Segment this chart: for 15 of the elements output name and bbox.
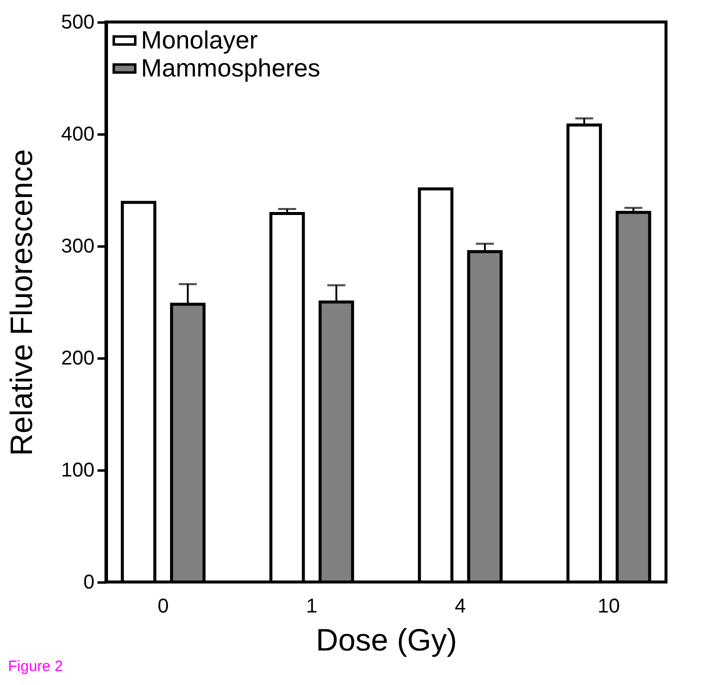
caption: Figure 2 <box>8 658 64 675</box>
x-tick-label: 1 <box>306 596 318 618</box>
y-tick-label: 100 <box>61 460 94 482</box>
y-tick-label: 500 <box>61 12 94 34</box>
y-tick-label: 300 <box>61 236 94 258</box>
y-axis-title: Relative Fluorescence <box>4 149 40 456</box>
x-tick-label: 10 <box>598 596 620 618</box>
y-tick-label: 0 <box>83 572 94 594</box>
y-tick-label: 400 <box>61 124 94 146</box>
x-tick-label: 0 <box>158 596 169 618</box>
y-tick-label: 200 <box>61 348 94 370</box>
legend-label: Monolayer <box>141 26 258 54</box>
legend-label: Mammospheres <box>141 54 320 82</box>
x-tick-label: 4 <box>454 596 466 618</box>
x-axis-title: Dose (Gy) <box>316 622 458 658</box>
